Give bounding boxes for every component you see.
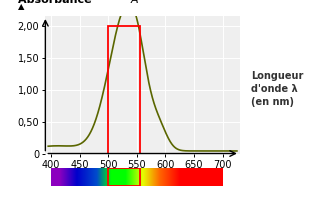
Text: $A$: $A$ xyxy=(130,0,139,5)
Bar xyxy=(108,168,140,186)
Bar xyxy=(108,26,140,154)
Text: Longueur
d'onde λ
(en nm): Longueur d'onde λ (en nm) xyxy=(251,71,304,107)
Text: Absorbance: Absorbance xyxy=(18,0,96,5)
Text: ▲: ▲ xyxy=(18,2,25,11)
